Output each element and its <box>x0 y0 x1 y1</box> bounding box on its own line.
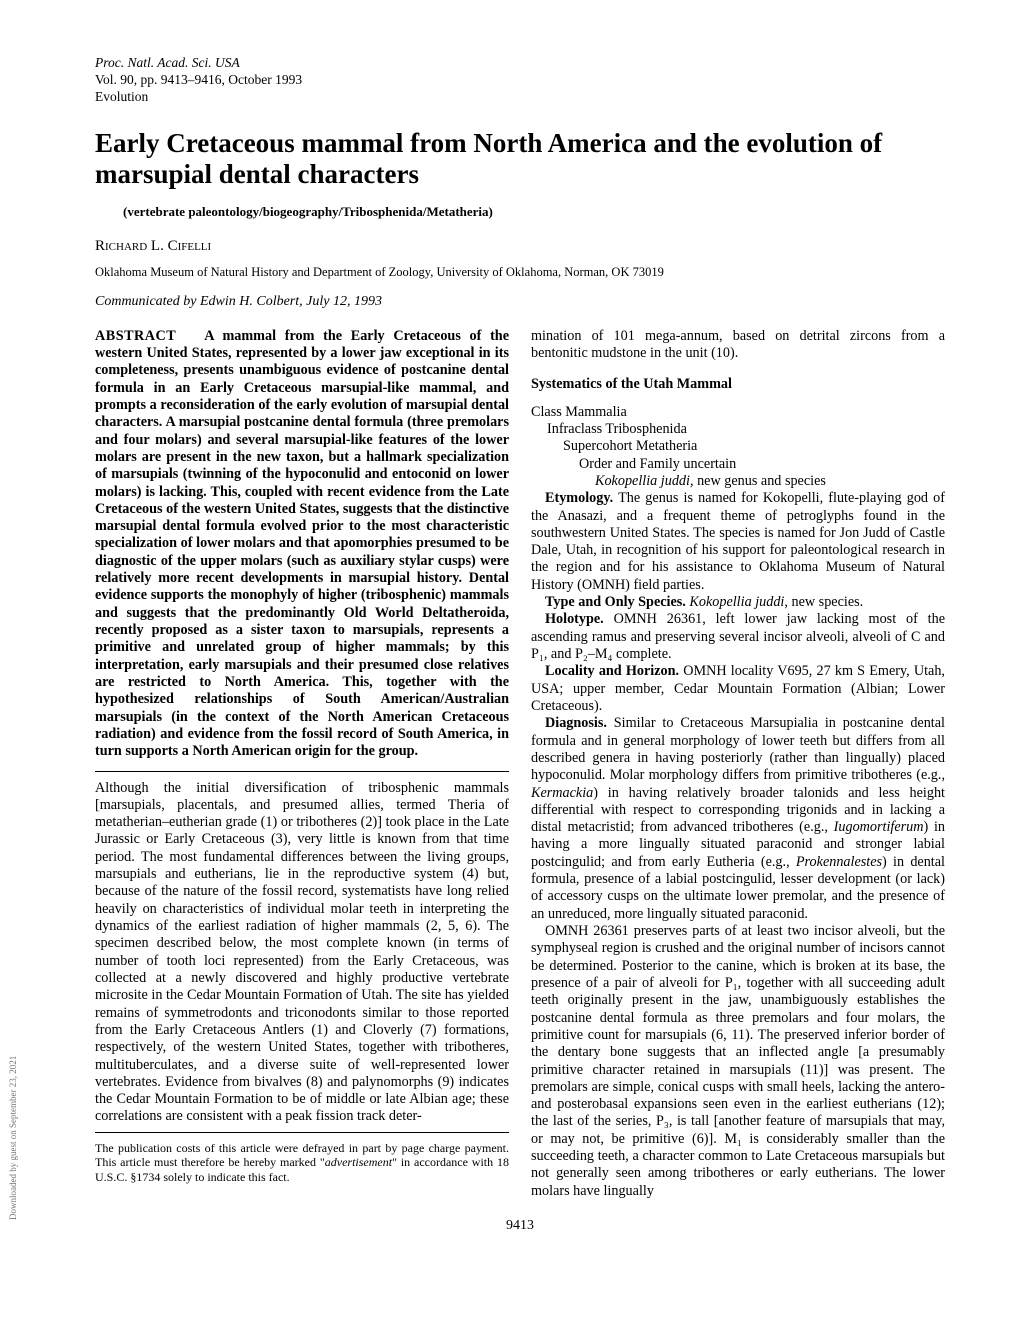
diagnosis-head: Diagnosis. <box>545 715 607 731</box>
footnote-adv: advertisement <box>325 1155 392 1169</box>
section-line: Evolution <box>95 89 945 106</box>
abstract: ABSTRACTA mammal from the Early Cretaceo… <box>95 328 509 761</box>
species-status: new genus and species <box>694 473 826 489</box>
diagnosis-para: Diagnosis. Similar to Cretaceous Marsupi… <box>531 715 945 923</box>
etymology-para: Etymology. The genus is named for Kokope… <box>531 490 945 594</box>
locality-para: Locality and Horizon. OMNH locality V695… <box>531 663 945 715</box>
journal-name: Proc. Natl. Acad. Sci. USA <box>95 55 945 72</box>
holotype-head: Holotype. <box>545 611 604 627</box>
diag-sp2: Iugomortiferum <box>834 819 924 835</box>
taxon-order: Order and Family uncertain <box>579 456 945 473</box>
omnh-para: OMNH 26361 preserves parts of at least t… <box>531 923 945 1200</box>
text-columns: ABSTRACTA mammal from the Early Cretaceo… <box>95 328 945 1200</box>
col2-continuation: mination of 101 mega-annum, based on det… <box>531 328 945 363</box>
systematics-heading: Systematics of the Utah Mammal <box>531 376 945 393</box>
right-column: mination of 101 mega-annum, based on det… <box>531 328 945 1200</box>
taxon-class: Class Mammalia <box>531 404 945 421</box>
page: Proc. Natl. Acad. Sci. USA Vol. 90, pp. … <box>0 0 1020 1320</box>
divider-rule <box>95 771 509 772</box>
holotype-para: Holotype. OMNH 26361, left lower jaw lac… <box>531 611 945 663</box>
typespecies-name: Kokopellia juddi <box>689 594 784 610</box>
page-number: 9413 <box>95 1218 945 1234</box>
footnote-rule <box>95 1132 509 1133</box>
typespecies-head: Type and Only Species. <box>545 594 686 610</box>
download-label: Downloaded by guest on September 23, 202… <box>8 1056 18 1220</box>
taxon-species: Kokopellia juddi, new genus and species <box>595 473 945 490</box>
taxonomy-block: Class Mammalia Infraclass Tribosphenida … <box>531 404 945 491</box>
left-column: ABSTRACTA mammal from the Early Cretaceo… <box>95 328 509 1200</box>
taxon-infraclass: Infraclass Tribosphenida <box>547 421 945 438</box>
keywords: (vertebrate paleontology/biogeography/Tr… <box>123 204 945 220</box>
taxon-supercohort: Supercohort Metatheria <box>563 438 945 455</box>
volume-line: Vol. 90, pp. 9413–9416, October 1993 <box>95 72 945 89</box>
locality-head: Locality and Horizon. <box>545 663 679 679</box>
abstract-text: A mammal from the Early Cretaceous of th… <box>95 328 509 760</box>
intro-paragraph: Although the initial diversification of … <box>95 780 509 1126</box>
article-title: Early Cretaceous mammal from North Ameri… <box>95 128 945 190</box>
journal-header: Proc. Natl. Acad. Sci. USA Vol. 90, pp. … <box>95 55 945 106</box>
diag-sp3: Prokennalestes <box>796 854 882 870</box>
communicated-by: Communicated by Edwin H. Colbert, July 1… <box>95 294 945 310</box>
author: Richard L. Cifelli <box>95 238 945 255</box>
typespecies-para: Type and Only Species. Kokopellia juddi,… <box>531 594 945 611</box>
typespecies-post: , new species. <box>784 594 863 610</box>
diag-sp1: Kermackia <box>531 785 593 801</box>
footnote: The publication costs of this article we… <box>95 1141 509 1184</box>
abstract-label: ABSTRACT <box>95 328 176 344</box>
affiliation: Oklahoma Museum of Natural History and D… <box>95 265 945 280</box>
etymology-head: Etymology. <box>545 490 613 506</box>
species-name: Kokopellia juddi, <box>595 473 694 489</box>
